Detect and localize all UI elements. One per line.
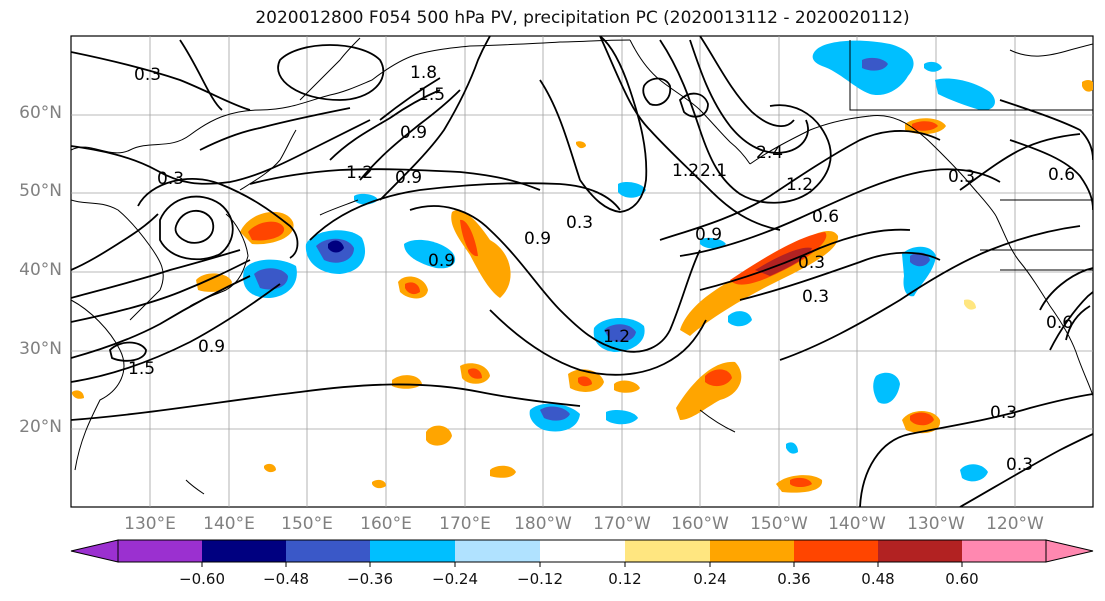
colorbar-tick-label: 0.60 [945,570,979,588]
map-title: 2020012800 F054 500 hPa PV, precipitatio… [255,8,910,28]
contour-label: 2.1 [700,161,727,181]
colorbar-segment [455,540,540,562]
lon-label: 160°W [671,514,729,534]
lon-label: 170°W [593,514,651,534]
lat-label: 20°N [19,417,62,437]
contour-label: 1.2 [672,161,699,181]
colorbar-segment [540,540,625,562]
contour-label: 0.3 [134,65,161,85]
colorbar-tick-label: −0.60 [179,570,225,588]
contour-label: 0.9 [395,168,422,188]
lon-label: 130°W [907,514,965,534]
contour-label: 1.5 [418,85,445,105]
colorbar-tick-label: 0.48 [861,570,895,588]
contour-label: 0.3 [948,167,975,187]
colorbar-tick-label: 0.24 [693,570,727,588]
contour-label: 0.3 [157,169,184,189]
colorbar-tick-label: 0.12 [608,570,642,588]
colorbar-segment [118,540,202,562]
contour-label: 1.2 [786,175,813,195]
colorbar-tick-label: −0.24 [432,570,478,588]
lon-label: 150°E [281,514,333,534]
lat-label: 30°N [19,339,62,359]
colorbar-segment [286,540,370,562]
colorbar-tick-label: −0.12 [517,570,563,588]
lon-label: 180°W [514,514,572,534]
lon-label: 140°E [203,514,255,534]
contour-label: 0.9 [198,337,225,357]
pv-contours [71,36,1093,507]
lat-label: 40°N [19,260,62,280]
colorbar-extend-high [1045,539,1094,563]
contour-label: 0.3 [798,253,825,273]
contour-label-group: 0.3 1.8 1.5 0.3 1.2 0.9 1.2 0.9 0.3 0.9 … [128,63,1075,475]
contour-label: 0.3 [990,403,1017,423]
contour-label: 1.2 [346,163,373,183]
colorbar-segment [878,540,962,562]
contour-label: 0.6 [812,207,839,227]
contour-label: 0.6 [1048,165,1075,185]
coastlines [71,37,1093,495]
lon-label: 170°E [439,514,491,534]
map-frame [70,35,1094,508]
contour-label: 0.3 [802,287,829,307]
colorbar-tick-label: −0.36 [347,570,393,588]
colorbar-segment [962,540,1046,562]
cold-shading [243,40,995,482]
contour-label: 0.9 [428,251,455,271]
contour-label: 2.4 [756,143,783,163]
colorbar-segment [625,540,710,562]
contour-label: 0.3 [1006,455,1033,475]
colorbar-extend-low [70,539,119,563]
colorbar-tick-label: −0.48 [263,570,309,588]
lon-label: 150°W [750,514,808,534]
lat-label: 60°N [19,103,62,123]
colorbar [70,539,1094,567]
contour-label: 0.3 [566,213,593,233]
colorbar-segment [370,540,455,562]
lon-label: 160°E [360,514,412,534]
colorbar-segment [794,540,878,562]
contour-label: 0.6 [1046,313,1073,333]
colorbar-tick-label: 0.36 [777,570,811,588]
lon-label: 120°W [986,514,1044,534]
colorbar-segment [710,540,794,562]
lon-label: 130°E [124,514,176,534]
contour-label: 0.9 [695,225,722,245]
contour-label: 0.9 [400,123,427,143]
contour-label: 0.9 [524,229,551,249]
lat-label: 50°N [19,181,62,201]
contour-label: 1.2 [603,327,630,347]
colorbar-segment [202,540,286,562]
contour-label: 1.8 [410,63,437,83]
lon-label: 140°W [828,514,886,534]
contour-label: 1.5 [128,359,155,379]
